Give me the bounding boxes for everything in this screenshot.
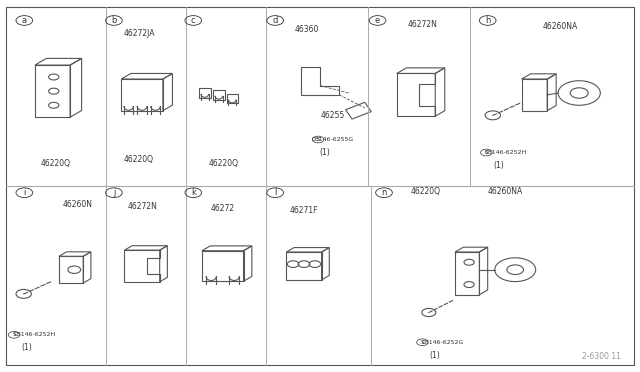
Text: 46272N: 46272N bbox=[127, 202, 157, 211]
Text: S: S bbox=[12, 332, 16, 337]
Text: d: d bbox=[273, 16, 278, 25]
Text: j: j bbox=[113, 188, 115, 197]
Text: l: l bbox=[274, 188, 276, 197]
Text: (1): (1) bbox=[320, 148, 330, 157]
Text: (1): (1) bbox=[494, 161, 504, 170]
Text: 46271F: 46271F bbox=[290, 206, 318, 215]
Text: 46360: 46360 bbox=[295, 25, 319, 34]
Text: k: k bbox=[191, 188, 196, 197]
Text: b: b bbox=[111, 16, 116, 25]
Text: 46255: 46255 bbox=[321, 111, 345, 120]
Text: 46272JA: 46272JA bbox=[123, 29, 155, 38]
Text: a: a bbox=[22, 16, 27, 25]
Text: 46220Q: 46220Q bbox=[41, 159, 70, 168]
Text: 08146-6255G: 08146-6255G bbox=[312, 137, 354, 142]
Text: (1): (1) bbox=[22, 343, 32, 352]
Text: n: n bbox=[381, 188, 387, 197]
Text: 2-6300 11: 2-6300 11 bbox=[582, 352, 621, 361]
Text: 46220Q: 46220Q bbox=[411, 187, 440, 196]
Text: 46272N: 46272N bbox=[408, 20, 437, 29]
Text: 08146-6252G: 08146-6252G bbox=[422, 340, 464, 345]
Text: 46272: 46272 bbox=[211, 204, 235, 213]
Text: S: S bbox=[420, 340, 424, 345]
Text: S: S bbox=[316, 137, 320, 142]
Text: c: c bbox=[191, 16, 196, 25]
Text: 46220Q: 46220Q bbox=[124, 155, 154, 164]
Text: 08146-6252H: 08146-6252H bbox=[13, 332, 56, 337]
Text: 08146-6252H: 08146-6252H bbox=[484, 150, 527, 155]
Text: 46260NA: 46260NA bbox=[542, 22, 578, 31]
Text: 46260N: 46260N bbox=[63, 200, 93, 209]
Text: e: e bbox=[375, 16, 380, 25]
Text: 46260NA: 46260NA bbox=[488, 187, 524, 196]
Text: S: S bbox=[484, 150, 488, 155]
Text: i: i bbox=[23, 188, 26, 197]
Text: h: h bbox=[485, 16, 490, 25]
Text: 46220Q: 46220Q bbox=[209, 159, 239, 168]
Text: (1): (1) bbox=[430, 351, 440, 360]
